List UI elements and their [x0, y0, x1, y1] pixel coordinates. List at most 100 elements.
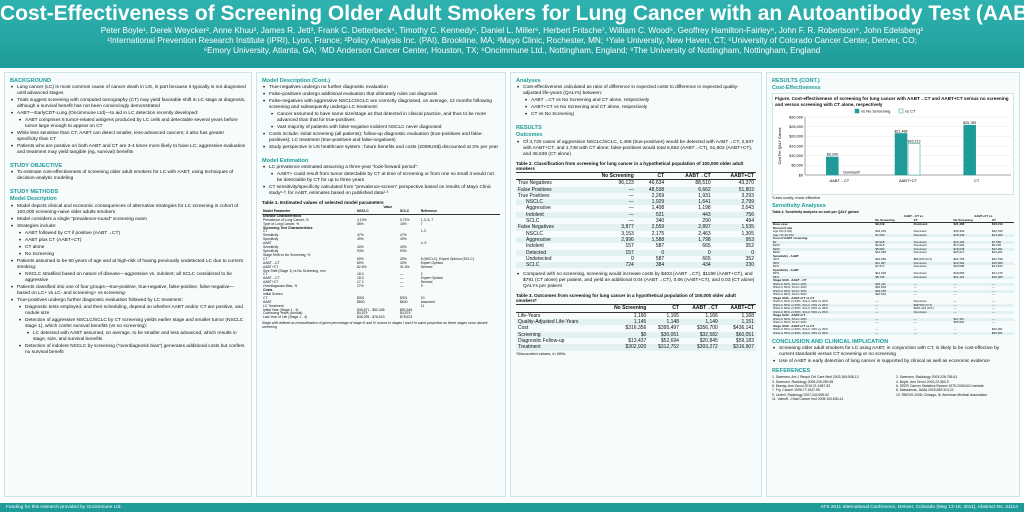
table-cell: CT — [263, 295, 268, 300]
table-cell: $7,069 — [875, 233, 885, 237]
reference-item: 8. Mahadevia, JAMA 2003;289:313-22 — [896, 388, 954, 393]
table-cell: — — [913, 286, 917, 290]
reference-list: 1. Swensen, Am J Respir Crit Care Med 20… — [772, 375, 1014, 401]
table-row: NSCLC 50%, SCLC 40% $16,803 — — — — [772, 286, 1014, 290]
reference-item: 3. Swensen, Radiology 2005;235:259-65 — [772, 379, 834, 384]
column-header: Model Parameter — [262, 209, 356, 215]
bullet-item: AABT plus CT (AABT+CT) — [18, 238, 246, 244]
table-row: NSCLC 60%, SCLC 40% $22,411— — — — [772, 282, 1014, 287]
table-cell: Aggressive — [526, 205, 551, 212]
table-row: AABT+CT 17.2 — Derived — [262, 280, 500, 285]
bullet-item: CT alone — [18, 245, 246, 251]
table-cell: 1,160 — [633, 312, 647, 319]
table-cell: 587 — [655, 255, 665, 262]
y-tick-label: $25,000 — [789, 125, 803, 129]
table-cell: $395,497 — [658, 325, 679, 332]
table-cell: 1-3 — [420, 229, 426, 234]
table-cell: Specificity — [263, 248, 279, 253]
table-cell: 2 — [420, 272, 423, 277]
table-cell: NSCLC 60%, SCLC 40% — [773, 317, 807, 321]
table-cell: $4,015 — [875, 244, 885, 248]
table-cell: 49% — [399, 237, 407, 242]
bullet-item: AABT→CT vs No Screening and CT alone, re… — [524, 98, 756, 104]
table-row: 80% $14,993 Dominant $29,836 $41,479 — [772, 272, 1014, 276]
table-cell: $22,796 — [991, 258, 1003, 262]
table-cell: Undetected — [526, 255, 552, 262]
table-cell: Last Year of Life (Stage 1 - 4) — [263, 315, 308, 320]
table-row: Overdiagnosis Bias, % 27% — 9 — [262, 284, 500, 289]
table-row: Life-Years 1,160 1,165 1,166 1,168 — [516, 312, 756, 319]
table-cell: $35,871 - $50,346 — [356, 307, 385, 312]
table-cell: $10,564 — [875, 293, 887, 297]
table-cell: 43,370 — [738, 180, 754, 187]
table1-value-header: Value — [383, 205, 393, 209]
table4-sensitivity: AABT→CT vs AABT+CT vs No Screening CT No Sc… — [772, 215, 1014, 336]
table-cell: 9 — [420, 284, 423, 289]
table-cell: — — [628, 211, 634, 218]
table-cell: $8,709 — [875, 275, 885, 279]
table-cell: Sensitivity - AABT — [773, 254, 799, 258]
table-cell: $41,479 — [991, 272, 1003, 276]
table-cell: $18,609 — [991, 261, 1003, 265]
table-cell: Diagnostic Follow-up — [518, 337, 565, 344]
table-cell: 2,897 — [698, 224, 711, 231]
table-cell: Age 50 (3.4%) — [773, 230, 793, 234]
table-row: LC Treatment 11 — [262, 303, 500, 309]
column-header: SCLC — [398, 209, 420, 215]
table-row: NSCLC 80% vs 50%, SCLC 50% vs 25% — Domina… — [772, 310, 1014, 315]
table-cell: 3,293 — [741, 192, 754, 199]
table-cell: LC Treatment — [263, 303, 284, 308]
table-header-row: No Screening CT No Screening CT — [772, 218, 1014, 224]
y-axis-label: Cost Per QALY Gained — [778, 128, 782, 165]
bullet-item: CT vs No Screening — [524, 112, 756, 118]
table-cell: 0 — [661, 249, 665, 256]
table-cell: $4,579 — [399, 311, 411, 316]
bullet-item: While less sensitive than CT, AABT can d… — [10, 131, 246, 143]
table-cell: 340 — [655, 218, 665, 225]
affiliations-line-2: ⁶Emory University, Atlanta, GA; ⁷MD Ande… — [203, 46, 821, 55]
table-cell: $9,349 — [875, 222, 885, 227]
reference-item: 2. Swensen, Radiology 2003;226:756-61 — [896, 375, 958, 380]
conference-note: ATS 2011 International Conference, Denve… — [820, 505, 1018, 510]
reference-item: 10. RBRVS 2008; Chicago, Ill: American M… — [896, 392, 988, 397]
bullet-item: AABT comprises 6 tumor-related antigens … — [18, 118, 246, 130]
table-cell: $46,295 - $78,623 — [356, 315, 385, 320]
y-tick-label: $10,000 — [789, 154, 803, 158]
table-cell: $356,700 — [696, 325, 718, 332]
table-cell: 1,535 — [741, 224, 754, 231]
table-cell: 15% — [399, 221, 407, 226]
table-cell: AABT→CT — [263, 276, 280, 281]
table-cell: Derived — [420, 280, 433, 285]
table-cell: Detected — [526, 249, 547, 256]
legend-label: vs CT — [905, 109, 916, 114]
column-header — [772, 218, 875, 224]
table-cell: False Negatives — [518, 224, 554, 231]
table-cell: $5,082 — [875, 247, 885, 251]
table1-parameters: Value Model Parameter NSCLC SCLC Reference D… — [262, 205, 500, 320]
table-row: Quality-Adjusted Life-Years 1,145 1,148 1,1… — [516, 319, 756, 326]
column-header — [516, 171, 579, 181]
table-cell: 1,408 — [651, 205, 665, 212]
table-cell: 50% — [356, 256, 364, 261]
table-cell: $316,356 — [625, 325, 647, 332]
column-header: No Screening — [600, 304, 649, 313]
methods-list: Model depicts clinical and economic cons… — [10, 204, 246, 356]
bar-vs-no-screening — [826, 156, 839, 176]
bullet-item: LC prevalence estimated assuming a three… — [262, 165, 500, 171]
table-cell: Cost of AABT screening — [773, 237, 808, 241]
table-cell: — — [991, 286, 995, 290]
table-row: Cost of AABT screening — [772, 237, 1014, 241]
reference-item: 9. Lindell, Radiology 2007;242:555-62 — [772, 392, 830, 397]
bullet-item: Lung cancer (LC) is most common cause of… — [10, 85, 246, 97]
bullet-item: Detection of aggressive NSCLC/SCLC by CT… — [18, 318, 246, 330]
table-cell: 4, 5 — [420, 241, 427, 246]
table-cell: — — [628, 205, 634, 212]
table-row: Initial Screen — [262, 292, 500, 297]
table-row: NSCLC 60% vs 50%, SCLC 30% vs 25% — $351,3… — [772, 307, 1014, 311]
table-cell: Quality-Adjusted Life-Years — [518, 319, 579, 326]
table-cell: 80% — [773, 272, 780, 276]
table-cell: 0 — [631, 255, 634, 262]
data-label: $16,213 — [908, 140, 921, 144]
table-header-row: Model Parameter NSCLC SCLC Reference — [262, 209, 500, 215]
table-cell: — — [953, 282, 957, 286]
